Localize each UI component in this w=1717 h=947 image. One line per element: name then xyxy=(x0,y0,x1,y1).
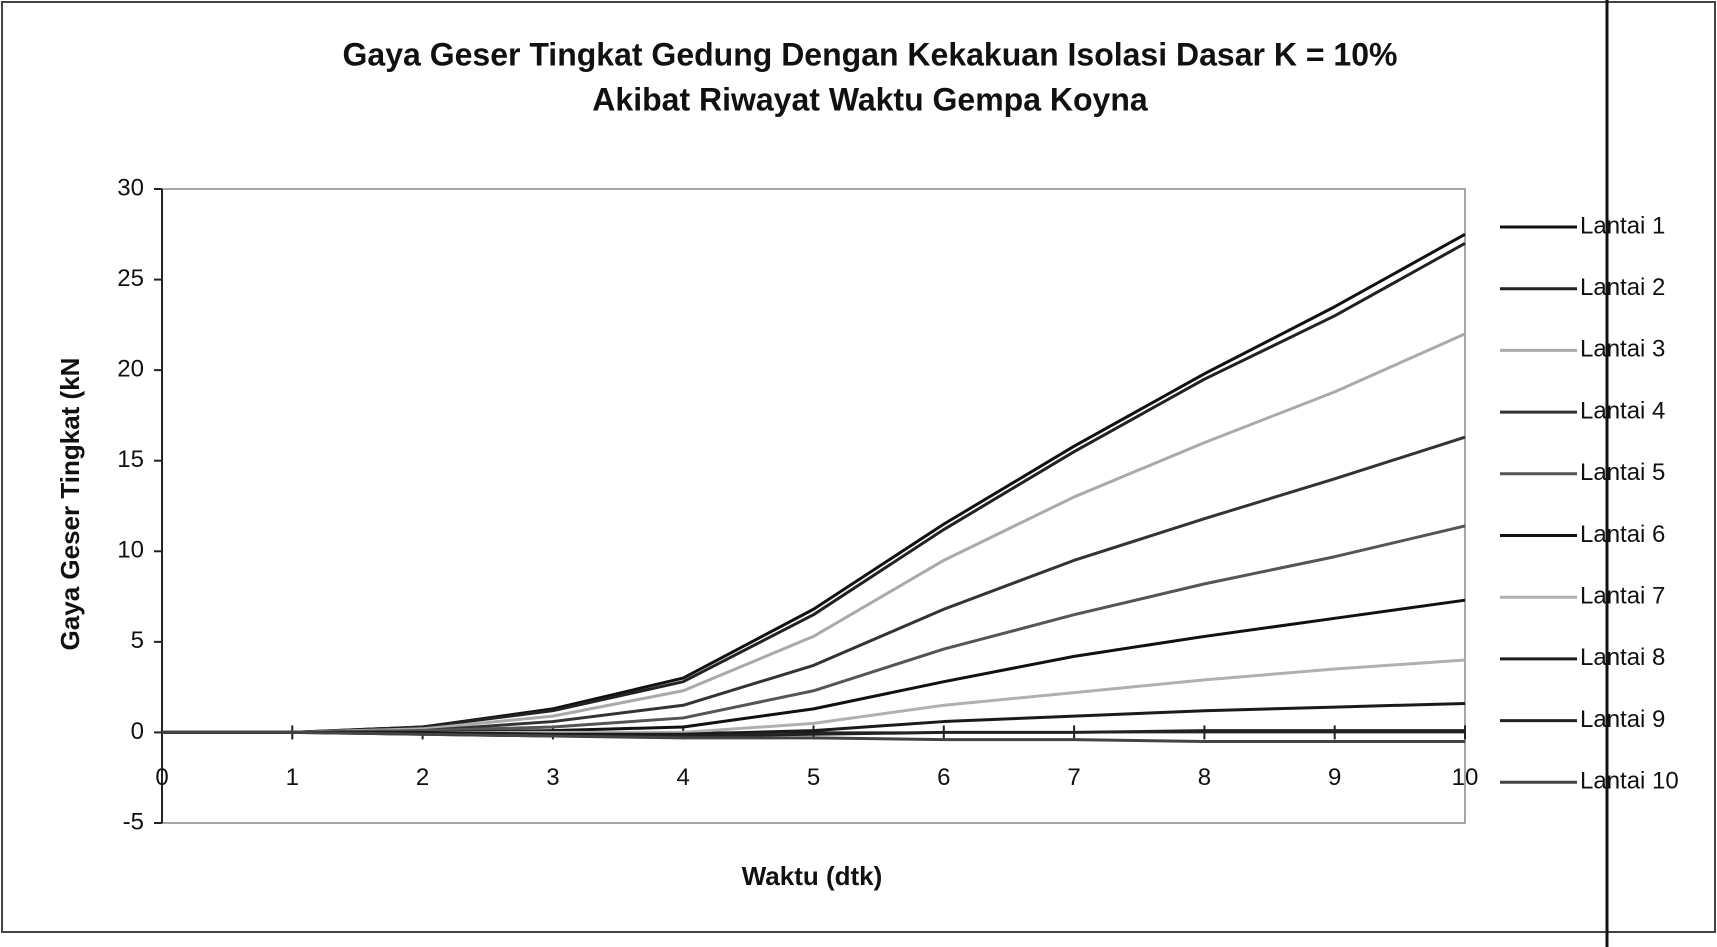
legend-label: Lantai 9 xyxy=(1580,706,1665,733)
legend-label: Lantai 7 xyxy=(1580,583,1665,610)
x-tick-label: 7 xyxy=(1067,764,1080,791)
series-line xyxy=(162,730,1465,743)
x-tick-label: 5 xyxy=(807,764,820,791)
y-tick-label: 0 xyxy=(131,718,144,745)
y-axis-title: Gaya Geser Tingkat (kN xyxy=(55,358,85,651)
x-tick-label: 6 xyxy=(937,764,950,791)
x-tick-label: 3 xyxy=(546,764,559,791)
y-tick-label: 5 xyxy=(131,627,144,654)
y-tick-label: 10 xyxy=(117,537,144,564)
legend-label: Lantai 4 xyxy=(1580,397,1665,424)
x-tick-label: 0 xyxy=(155,764,168,791)
chart-title: Gaya Geser Tingkat Gedung Dengan Kekakua… xyxy=(343,36,1398,72)
x-tick-label: 9 xyxy=(1328,764,1341,791)
legend-label: Lantai 2 xyxy=(1580,274,1665,301)
legend-label: Lantai 10 xyxy=(1580,768,1679,795)
chart-title: Akibat Riwayat Waktu Gempa Koyna xyxy=(592,81,1148,117)
legend-label: Lantai 1 xyxy=(1580,212,1665,239)
x-tick-label: 4 xyxy=(677,764,690,791)
y-tick-label: 25 xyxy=(117,265,144,292)
legend-label: Lantai 5 xyxy=(1580,459,1665,486)
x-tick-label: 2 xyxy=(416,764,429,791)
x-tick-label: 10 xyxy=(1452,764,1479,791)
x-axis-title: Waktu (dtk) xyxy=(742,861,883,891)
x-tick-label: 1 xyxy=(286,764,299,791)
x-tick-label: 8 xyxy=(1198,764,1211,791)
y-tick-label: 20 xyxy=(117,355,144,382)
y-tick-label: 30 xyxy=(117,174,144,201)
legend-label: Lantai 8 xyxy=(1580,644,1665,671)
y-tick-label: -5 xyxy=(123,808,144,835)
legend-label: Lantai 6 xyxy=(1580,521,1665,548)
y-tick-label: 15 xyxy=(117,446,144,473)
legend-label: Lantai 3 xyxy=(1580,336,1665,363)
